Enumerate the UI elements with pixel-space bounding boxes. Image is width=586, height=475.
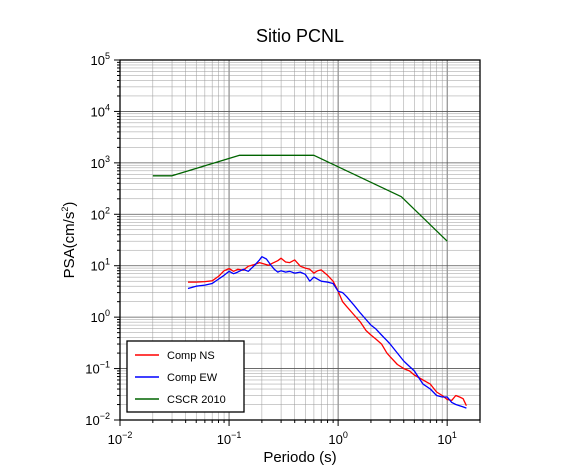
y-tick-label: 10−2 <box>85 411 110 428</box>
y-tick-label: 105 <box>91 51 110 68</box>
legend: Comp NS Comp EW CSCR 2010 <box>126 340 245 413</box>
series-lines <box>152 154 467 409</box>
x-tick-label: 10−2 <box>108 430 133 447</box>
x-axis-label: Periodo (s) <box>263 449 336 466</box>
legend-label: Comp NS <box>167 350 215 362</box>
y-tick-label: 102 <box>91 205 110 222</box>
y-axis: 10−2 10−1 100 101 102 103 104 105 <box>85 51 120 428</box>
y-tick-label: 104 <box>91 102 110 119</box>
y-tick-label: 100 <box>91 308 110 325</box>
y-tick-label: 103 <box>91 154 110 171</box>
y-axis-label: PSA(cm/s2) <box>60 202 78 279</box>
y-tick-label: 10−1 <box>85 360 110 377</box>
y-tick-label: 101 <box>91 257 110 274</box>
chart-title: Sitio PCNL <box>256 26 344 46</box>
legend-label: CSCR 2010 <box>167 394 226 406</box>
x-tick-label: 100 <box>328 430 347 447</box>
plot-frame <box>119 59 481 421</box>
grid <box>119 59 481 421</box>
x-tick-label: 10−1 <box>217 430 242 447</box>
series-line-comp-ew <box>187 256 467 409</box>
x-tick-label: 101 <box>437 430 456 447</box>
legend-label: Comp EW <box>167 372 218 384</box>
series-line-cscr-2010 <box>152 154 448 242</box>
x-axis: 10−2 10−1 100 101 <box>108 420 481 447</box>
